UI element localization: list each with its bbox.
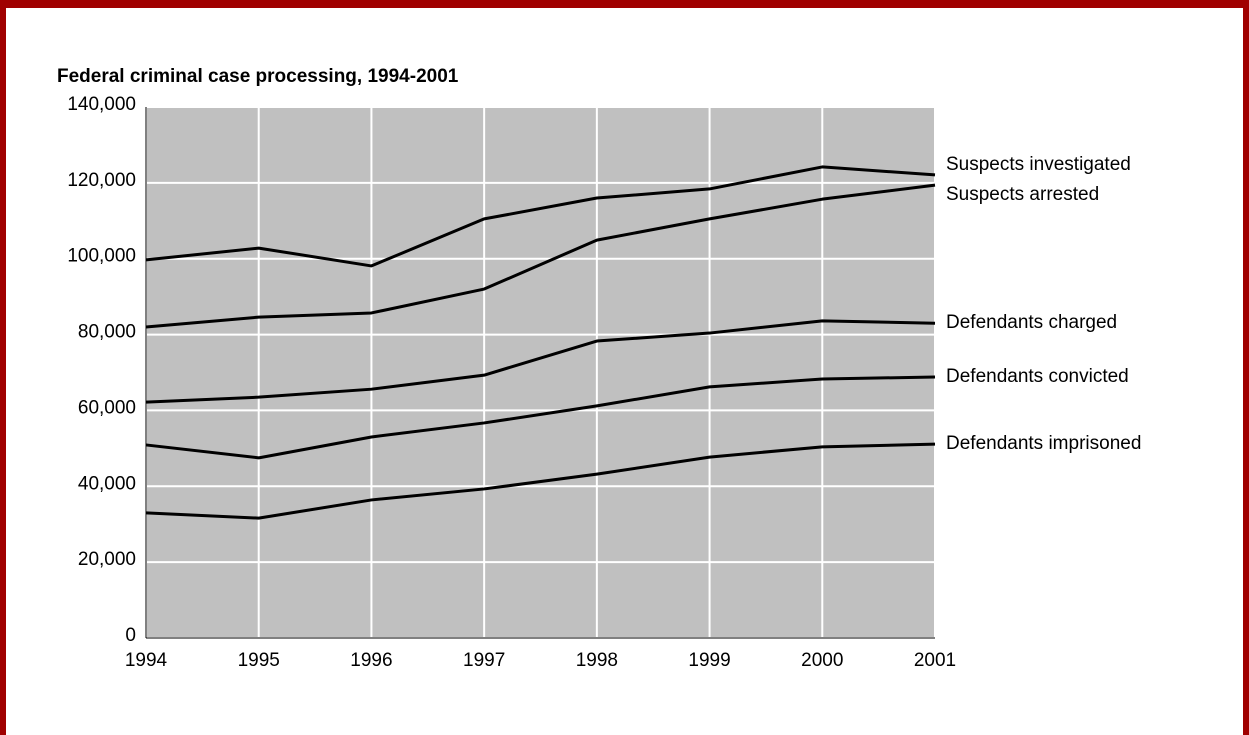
x-tick-label: 1999: [688, 650, 730, 671]
y-tick-label: 140,000: [67, 94, 136, 115]
series-line: [145, 375, 936, 460]
y-tick-label: 60,000: [78, 397, 136, 418]
y-tick-label: 120,000: [67, 170, 136, 191]
x-tick-label: 1996: [350, 650, 392, 671]
x-tick-label: 1994: [125, 650, 168, 671]
series-line: [145, 183, 936, 329]
series-line: [145, 319, 936, 404]
series-line: [145, 165, 936, 268]
y-tick-label: 100,000: [67, 246, 136, 267]
y-tick-label: 40,000: [78, 473, 136, 494]
series-label: Suspects arrested: [946, 184, 1099, 205]
x-tick-label: 1995: [238, 650, 280, 671]
y-tick-label: 80,000: [78, 322, 136, 343]
series-label: Defendants convicted: [946, 366, 1129, 387]
x-tick-label: 1997: [463, 650, 505, 671]
x-tick-label: 2001: [914, 650, 956, 671]
x-tick-label: 2000: [801, 650, 843, 671]
series-label: Defendants charged: [946, 312, 1117, 333]
y-tick-label: 20,000: [78, 549, 136, 570]
chart-title: Federal criminal case processing, 1994-2…: [57, 66, 459, 87]
series-label: Defendants imprisoned: [946, 433, 1141, 454]
series-label: Suspects investigated: [946, 154, 1131, 175]
series-line: [145, 442, 936, 520]
x-tick-label: 1998: [576, 650, 618, 671]
y-tick-label: 0: [125, 625, 136, 646]
plot-area: [146, 107, 935, 638]
